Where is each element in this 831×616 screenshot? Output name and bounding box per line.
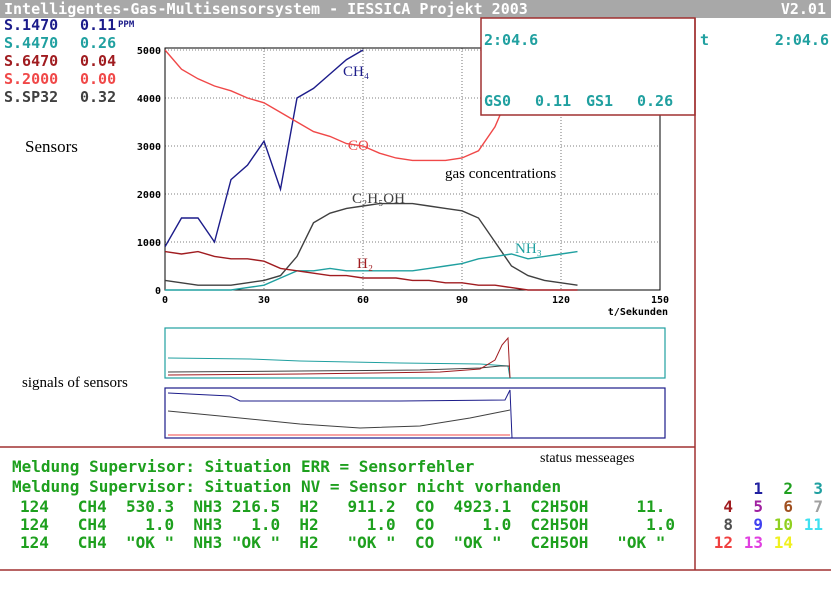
palette-number: 14 bbox=[774, 533, 793, 552]
t-label: t bbox=[700, 31, 709, 49]
series-line bbox=[165, 250, 578, 291]
sensor-value: 0.11 bbox=[80, 16, 116, 34]
series-line bbox=[165, 202, 578, 286]
sensor-value: 0.26 bbox=[80, 34, 116, 52]
table-row: 124 CH4 1.0 NH3 1.0 H2 1.0 CO 1.0 C2H5OH… bbox=[20, 515, 675, 534]
sensors-label: Sensors bbox=[25, 137, 78, 156]
x-tick-label: 30 bbox=[258, 295, 270, 306]
palette-number: 6 bbox=[783, 497, 793, 516]
y-tick-label: 3000 bbox=[137, 142, 161, 153]
sensor-name: S.2000 bbox=[4, 70, 58, 88]
palette-number: 3 bbox=[813, 479, 823, 498]
palette-number: 15 bbox=[804, 533, 823, 552]
palette-number: 1 bbox=[753, 479, 763, 498]
gs1-label: GS1 bbox=[586, 92, 613, 110]
y-tick-label: 0 bbox=[155, 286, 161, 297]
sensor-value: 0.32 bbox=[80, 88, 116, 106]
series-label: C₂H₅OH bbox=[352, 191, 405, 207]
y-tick-label: 2000 bbox=[137, 190, 161, 201]
y-tick-label: 1000 bbox=[137, 238, 161, 249]
x-tick-label: 60 bbox=[357, 295, 369, 306]
series-line bbox=[165, 250, 578, 291]
y-tick-label: 4000 bbox=[137, 94, 161, 105]
gs0-label: GS0 bbox=[484, 92, 511, 110]
palette-number: 5 bbox=[753, 497, 763, 516]
message: Meldung Supervisor: Situation ERR = Sens… bbox=[12, 457, 474, 476]
palette-number: 8 bbox=[723, 515, 733, 534]
series-label: CO bbox=[348, 138, 369, 154]
x-tick-label: 90 bbox=[456, 295, 468, 306]
palette-number: 2 bbox=[783, 479, 793, 498]
signals-label: signals of sensors bbox=[22, 375, 128, 391]
title: Intelligentes-Gas-Multisensorsystem - IE… bbox=[4, 0, 528, 18]
unit: PPM bbox=[118, 20, 135, 30]
series-label: CH₄ bbox=[343, 64, 369, 80]
palette-number: 12 bbox=[714, 533, 733, 552]
gas-label: gas concentrations bbox=[445, 166, 556, 182]
sensor-name: S.4470 bbox=[4, 34, 58, 52]
sensor-name: S.1470 bbox=[4, 16, 58, 34]
palette-number: 9 bbox=[753, 515, 763, 534]
series-line bbox=[165, 49, 364, 248]
palette-number: 11 bbox=[804, 515, 823, 534]
signal-panel bbox=[164, 327, 666, 439]
x-tick-label: 120 bbox=[552, 295, 570, 306]
y-tick-label: 5000 bbox=[137, 46, 161, 57]
gs1: 0.26 bbox=[637, 92, 673, 110]
series-line bbox=[165, 49, 529, 162]
time-box bbox=[480, 17, 696, 116]
chart: 0 1000 2000 3000 4000 5000 0 30 60 90 120 150t/Seku… bbox=[137, 46, 669, 318]
status-label: status messeages bbox=[540, 451, 634, 466]
sensor-value: 0.00 bbox=[80, 70, 116, 88]
series-label: NH₃ bbox=[515, 241, 542, 257]
palette-number: 10 bbox=[774, 515, 793, 534]
palette-number: 7 bbox=[813, 497, 823, 516]
palette-number: 4 bbox=[723, 497, 733, 516]
message: Meldung Supervisor: Situation NV = Senso… bbox=[12, 477, 561, 496]
x-tick-label: 150 bbox=[651, 295, 669, 306]
x-tick-label: 0 bbox=[162, 295, 168, 306]
version: V2.01 bbox=[781, 0, 826, 18]
gs0: 0.11 bbox=[535, 92, 571, 110]
sensor-value: 0.04 bbox=[80, 52, 116, 70]
plot-frame bbox=[164, 47, 661, 291]
series-label: H₂ bbox=[357, 256, 373, 272]
sensor-name: S.6470 bbox=[4, 52, 58, 70]
time: 2:04.6 bbox=[484, 31, 538, 49]
sensor-name: S.SP32 bbox=[4, 88, 58, 106]
palette-number: 13 bbox=[744, 533, 763, 552]
x-axis-label: t/Sekunden bbox=[608, 307, 668, 318]
title-bar bbox=[0, 0, 831, 18]
table-row: 124 CH4 530.3 NH3 216.5 H2 911.2 CO 4923… bbox=[20, 497, 665, 516]
table-row: 124 CH4 "OK " NH3 "OK " H2 "OK " CO "OK … bbox=[20, 533, 665, 552]
time: 2:04.6 bbox=[775, 31, 829, 49]
